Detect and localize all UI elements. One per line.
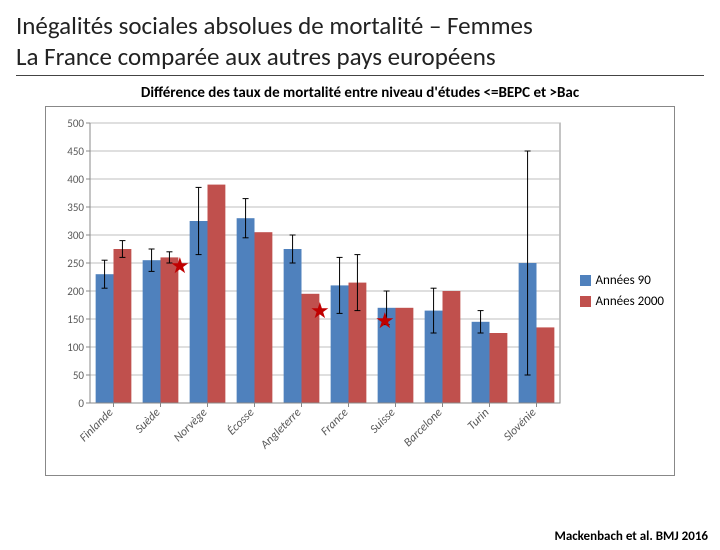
bar-chart: 0 50 100 150 200 250 300 350 400 450 500 Finlande Su… xyxy=(50,113,670,473)
svg-text:Écosse: Écosse xyxy=(224,405,257,438)
svg-text:France: France xyxy=(318,405,351,438)
svg-text:150: 150 xyxy=(67,313,84,326)
svg-text:Turin: Turin xyxy=(465,405,492,432)
svg-text:400: 400 xyxy=(67,173,84,186)
svg-text:0: 0 xyxy=(78,397,84,410)
title-line-2: La France comparée aux autres pays europ… xyxy=(16,41,704,72)
legend-label-0: Années 90 xyxy=(596,273,651,288)
svg-text:100: 100 xyxy=(67,341,84,354)
legend-item-1: Années 2000 xyxy=(580,294,665,309)
legend-swatch-1 xyxy=(580,296,591,307)
svg-text:350: 350 xyxy=(67,201,84,214)
svg-text:Slovénie: Slovénie xyxy=(501,405,539,443)
svg-text:200: 200 xyxy=(67,285,84,298)
svg-text:Angleterre: Angleterre xyxy=(257,405,304,452)
legend-item-0: Années 90 xyxy=(580,273,665,288)
chart-container: 0 50 100 150 200 250 300 350 400 450 500 Finlande Su… xyxy=(45,106,675,476)
legend: Années 90 Années 2000 xyxy=(580,267,665,315)
svg-text:Suisse: Suisse xyxy=(368,405,399,436)
svg-text:500: 500 xyxy=(67,117,84,130)
svg-text:Barcelone: Barcelone xyxy=(401,405,445,449)
svg-text:Suède: Suède xyxy=(133,405,164,436)
title-block: Inégalités sociales absolues de mortalit… xyxy=(16,10,704,76)
legend-label-1: Années 2000 xyxy=(596,294,665,309)
svg-text:Norvège: Norvège xyxy=(171,405,210,444)
source-citation: Mackenbach et al. BMJ 2016 xyxy=(554,529,708,544)
legend-swatch-0 xyxy=(580,275,591,286)
svg-text:250: 250 xyxy=(67,257,84,270)
svg-text:300: 300 xyxy=(67,229,84,242)
chart-subtitle: Différence des taux de mortalité entre n… xyxy=(0,84,720,102)
title-line-1: Inégalités sociales absolues de mortalit… xyxy=(16,10,704,41)
svg-text:450: 450 xyxy=(67,145,84,158)
svg-text:Finlande: Finlande xyxy=(77,405,116,444)
svg-text:50: 50 xyxy=(73,369,85,382)
